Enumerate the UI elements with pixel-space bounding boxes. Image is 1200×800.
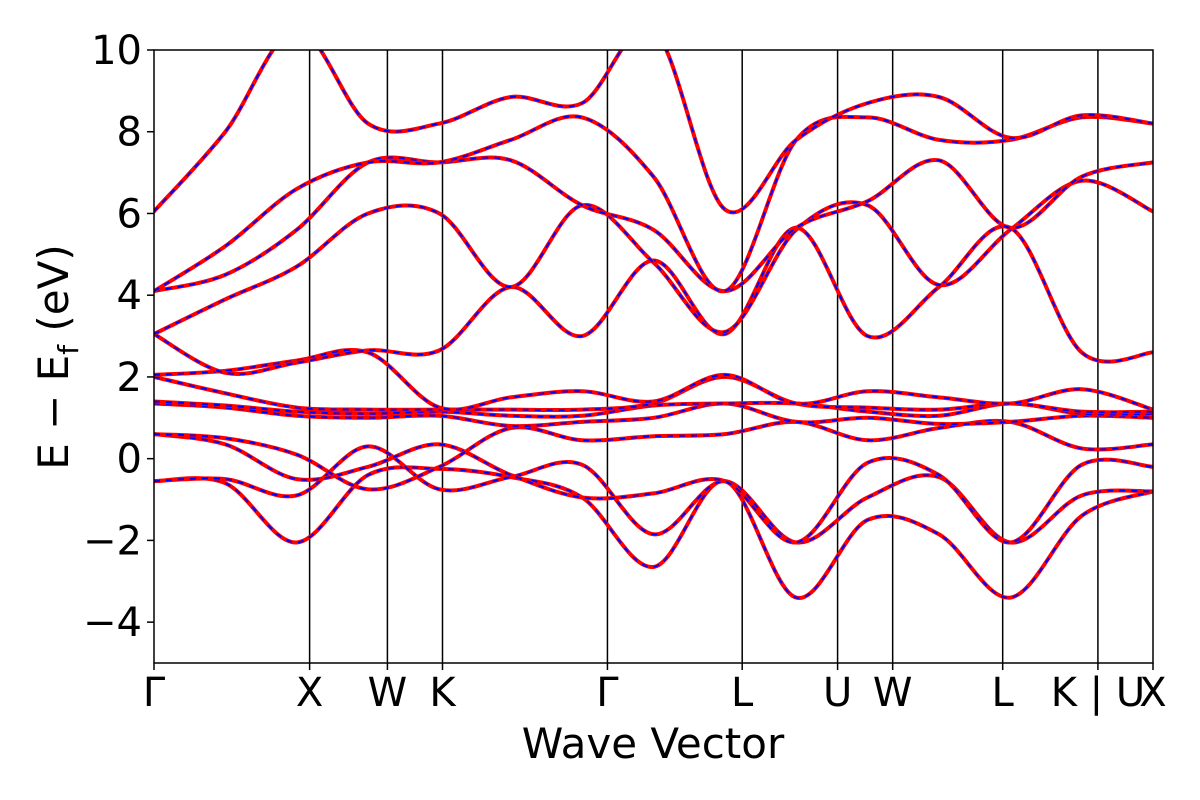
y-tick-label: 6 bbox=[117, 191, 142, 237]
x-tick-label: U bbox=[823, 670, 852, 716]
y-axis-label-main: E − E bbox=[29, 355, 78, 470]
x-tick-label: W bbox=[368, 670, 408, 716]
y-tick-label: −2 bbox=[83, 518, 142, 564]
x-tick-label: L bbox=[731, 670, 754, 716]
y-tick-label: 0 bbox=[117, 437, 142, 483]
x-tick-label: X bbox=[296, 670, 323, 716]
x-tick-label: Γ bbox=[596, 670, 619, 716]
y-tick-label: 2 bbox=[117, 355, 142, 401]
y-tick-label: −4 bbox=[83, 600, 142, 646]
x-tick-label: X bbox=[1139, 670, 1166, 716]
y-axis-label: E − Ef (eV) bbox=[29, 244, 85, 470]
x-tick-label: L bbox=[992, 670, 1015, 716]
y-tick-label: 10 bbox=[91, 28, 142, 74]
x-tick-label: Γ bbox=[143, 670, 166, 716]
x-tick-label: K bbox=[429, 670, 457, 716]
x-axis-label: Wave Vector bbox=[522, 719, 785, 768]
y-axis-label-unit: (eV) bbox=[29, 244, 78, 345]
x-tick-label: W bbox=[873, 670, 913, 716]
y-axis-ticks: −4 −2 0 2 4 6 8 10 bbox=[83, 28, 154, 646]
y-tick-label: 4 bbox=[117, 273, 142, 319]
x-tick-label: K | U bbox=[1051, 670, 1145, 716]
y-tick-label: 8 bbox=[117, 110, 142, 156]
